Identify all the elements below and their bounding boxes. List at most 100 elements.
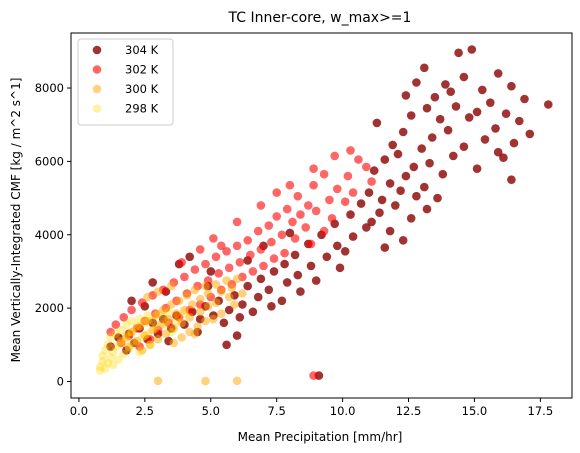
- series-2: [116, 274, 247, 386]
- data-point: [180, 305, 189, 315]
- data-point: [122, 331, 131, 340]
- data-point: [282, 204, 292, 214]
- data-point: [119, 349, 128, 359]
- data-point: [127, 296, 136, 306]
- data-point: [137, 346, 147, 355]
- data-point: [282, 278, 292, 287]
- data-point: [169, 324, 179, 333]
- data-point: [190, 285, 200, 295]
- legend-label: 300 K: [125, 82, 159, 96]
- data-point: [161, 329, 171, 339]
- data-point: [246, 250, 255, 260]
- data-point: [375, 208, 384, 217]
- data-point: [145, 340, 155, 350]
- data-point: [367, 177, 376, 186]
- y-axis-label: Mean Vertically-Integrated CMF [kg / m^2…: [9, 78, 23, 363]
- data-point: [480, 135, 490, 144]
- data-point: [224, 292, 234, 302]
- data-point: [166, 300, 176, 309]
- data-point: [290, 234, 300, 243]
- data-point: [243, 281, 252, 291]
- data-point: [422, 103, 432, 113]
- data-point: [111, 329, 121, 339]
- data-point: [238, 289, 247, 298]
- data-point: [153, 287, 163, 296]
- data-point: [348, 188, 358, 197]
- data-point: [201, 316, 210, 326]
- data-point: [253, 226, 263, 236]
- data-point: [172, 316, 181, 326]
- data-point: [127, 327, 136, 337]
- data-point: [217, 287, 226, 296]
- data-point: [391, 201, 400, 210]
- data-point: [224, 305, 234, 315]
- data-point: [132, 336, 142, 346]
- data-point: [235, 258, 245, 267]
- legend-label: 298 K: [125, 102, 159, 116]
- data-point: [325, 195, 334, 205]
- data-point: [301, 223, 311, 232]
- data-point: [417, 144, 427, 153]
- data-point: [269, 254, 279, 263]
- data-point: [354, 155, 363, 164]
- data-point: [330, 151, 340, 161]
- data-point: [95, 362, 105, 372]
- data-point: [362, 162, 371, 172]
- data-point: [232, 376, 242, 386]
- data-point: [454, 48, 463, 58]
- data-point: [396, 186, 405, 195]
- data-point: [433, 193, 442, 203]
- data-point: [106, 342, 115, 351]
- data-point: [153, 309, 163, 318]
- x-tick-label: 2.5: [136, 404, 154, 418]
- data-point: [385, 226, 395, 236]
- data-point: [106, 327, 115, 337]
- data-point: [459, 72, 469, 82]
- data-point: [143, 311, 152, 320]
- data-point: [214, 269, 223, 278]
- plot-frame: [70, 32, 573, 399]
- data-point: [103, 358, 113, 368]
- data-point: [114, 355, 123, 364]
- legend-box: [77, 38, 174, 126]
- data-point: [256, 201, 266, 210]
- data-point: [140, 318, 150, 328]
- data-point: [195, 294, 205, 304]
- x-axis-ticks: 0.0 2.5 5.0 7.5 10.0 12.5 15.0 17.5: [70, 398, 553, 418]
- data-point: [441, 80, 450, 89]
- data-point: [135, 347, 144, 357]
- data-point: [430, 92, 440, 102]
- data-point: [280, 259, 289, 269]
- data-point: [132, 322, 142, 331]
- data-point: [217, 309, 226, 318]
- data-point: [409, 162, 419, 172]
- data-point: [309, 371, 318, 380]
- data-point: [122, 320, 131, 329]
- data-point: [161, 320, 171, 329]
- data-point: [401, 171, 411, 181]
- data-point: [248, 307, 258, 317]
- data-point: [127, 305, 136, 315]
- data-point: [346, 210, 355, 219]
- data-point: [544, 100, 553, 109]
- data-point: [232, 241, 242, 251]
- data-point: [153, 376, 163, 386]
- data-point: [385, 179, 395, 188]
- data-point: [333, 184, 342, 194]
- data-point: [151, 324, 160, 333]
- x-tick-label: 15.0: [462, 404, 488, 418]
- data-point: [288, 217, 297, 227]
- data-point: [177, 333, 186, 342]
- data-point: [364, 188, 374, 197]
- data-point: [293, 191, 303, 201]
- data-point: [335, 263, 345, 273]
- data-point: [367, 217, 376, 227]
- data-point: [346, 146, 355, 155]
- data-point: [333, 241, 342, 251]
- data-point: [224, 263, 234, 273]
- data-point: [486, 98, 495, 107]
- data-point: [238, 300, 247, 309]
- data-point: [172, 309, 181, 318]
- data-point: [267, 302, 276, 311]
